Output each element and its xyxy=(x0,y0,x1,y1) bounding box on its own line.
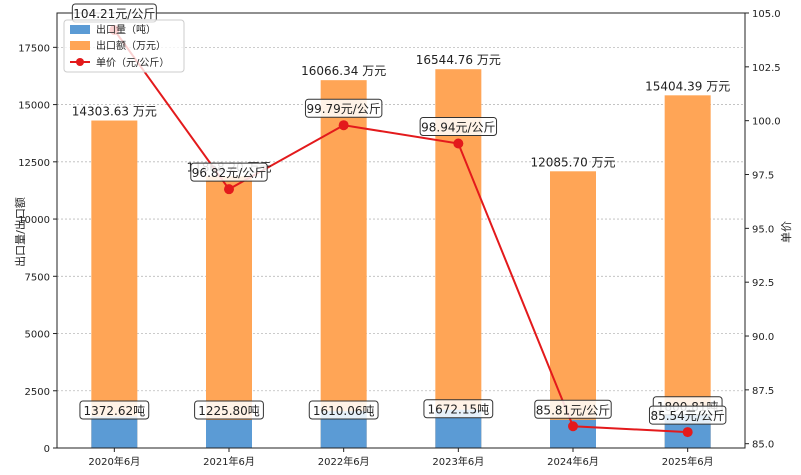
legend-swatch-quantity xyxy=(70,25,90,34)
label-price-4: 85.81元/公斤 xyxy=(534,399,612,419)
bar-export-amount-0 xyxy=(91,120,138,448)
label-export-amount-0: 14303.63 万元 xyxy=(72,105,157,119)
y-tick-label-left-4: 10000 xyxy=(18,215,50,226)
label-price-4-text: 85.81元/公斤 xyxy=(536,403,610,417)
y-tick-label-right-0: 85.0 xyxy=(752,440,774,451)
legend-label-amount: 出口额（万元） xyxy=(96,39,166,52)
y-tick-label-right-1: 87.5 xyxy=(752,386,774,397)
price-series-line xyxy=(113,29,688,434)
label-export-quantity-1: 1225.80吨 xyxy=(194,400,264,420)
label-price-1-box xyxy=(190,162,268,182)
y-tick-label-right-3: 92.5 xyxy=(752,278,774,289)
legend-swatch-price-marker xyxy=(76,58,84,66)
label-price-0-text: 104.21元/公斤 xyxy=(73,7,155,21)
x-tick-label-0: 2020年6月 xyxy=(88,455,140,468)
y-tick-label-left-0: 0 xyxy=(44,444,50,455)
label-export-amount-5: 15404.39 万元 xyxy=(645,79,730,93)
x-tick-label-3: 2023年6月 xyxy=(432,455,484,468)
y-tick-label-left-5: 12500 xyxy=(18,158,50,169)
y-axis-label-left: 出口量/出口额 xyxy=(13,197,27,267)
legend-swatch-amount xyxy=(70,41,90,50)
label-export-amount-4: 12085.70 万元 xyxy=(530,155,615,169)
label-price-4-box xyxy=(534,399,612,419)
y-tick-label-left-6: 15000 xyxy=(18,101,50,112)
label-export-quantity-2-text: 1610.06吨 xyxy=(313,404,375,418)
y-tick-label-right-2: 90.0 xyxy=(752,332,774,343)
legend-label-quantity: 出口量（吨） xyxy=(96,23,156,36)
label-export-quantity-2: 1610.06吨 xyxy=(308,400,379,420)
price-point-3 xyxy=(453,138,464,149)
legend-frame xyxy=(63,19,185,73)
price-point-5 xyxy=(682,427,693,438)
label-export-quantity-3-box xyxy=(423,399,494,419)
label-price-2-box xyxy=(304,98,383,118)
x-tick-label-1: 2021年6月 xyxy=(203,455,255,468)
price-point-4 xyxy=(568,421,578,432)
y-tick-label-right-4: 95.0 xyxy=(752,224,774,235)
x-tick-label-5: 2025年6月 xyxy=(662,455,714,468)
label-price-0: 104.21元/公斤 xyxy=(71,3,157,23)
label-price-3-text: 98.94元/公斤 xyxy=(421,121,495,135)
label-export-quantity-0-box xyxy=(79,400,150,420)
legend: 出口量（吨） 出口额（万元） 单价（元/公斤） xyxy=(63,19,185,73)
y-tick-label-right-7: 102.5 xyxy=(752,63,781,74)
label-price-5-text: 85.54元/公斤 xyxy=(650,409,724,423)
bar-export-quantity-0 xyxy=(91,416,138,448)
price-point-2 xyxy=(338,120,349,131)
x-tick-label-2: 2022年6月 xyxy=(318,455,370,468)
bar-export-amount-2 xyxy=(320,80,367,448)
price-point-1 xyxy=(224,184,234,195)
y-tick-label-left-2: 5000 xyxy=(25,330,50,341)
y-axis-label-right: 单价 xyxy=(780,221,793,243)
y-tick-label-right-5: 97.5 xyxy=(752,171,774,182)
label-export-quantity-0: 1372.62吨 xyxy=(79,400,150,420)
label-export-amount-3: 16544.76 万元 xyxy=(416,53,501,67)
label-export-quantity-3: 1672.15吨 xyxy=(423,399,494,419)
label-price-2: 99.79元/公斤 xyxy=(304,98,383,118)
label-price-3-box xyxy=(419,117,498,136)
price-line xyxy=(109,25,693,438)
label-export-quantity-1-text: 1225.80吨 xyxy=(198,404,260,418)
label-export-quantity-0-text: 1372.62吨 xyxy=(84,404,146,418)
bar-export-quantity-1 xyxy=(206,419,252,448)
grid-lines xyxy=(57,46,745,392)
y-tick-label-right-6: 100.0 xyxy=(752,117,781,128)
axes: 0 2500 5000 7500 10000 12500 15000 17500 85.0 87.… xyxy=(18,9,780,468)
label-price-5: 85.54元/公斤 xyxy=(648,405,727,425)
y-tick-label-right-8: 105.0 xyxy=(752,9,781,20)
bar-export-amount-5 xyxy=(664,95,711,448)
label-price-1: 96.82元/公斤 xyxy=(190,162,268,182)
label-price-2-text: 99.79元/公斤 xyxy=(306,102,380,116)
y-tick-label-left-7: 17500 xyxy=(18,43,50,54)
label-price-5-box xyxy=(648,405,727,425)
label-export-quantity-2-box xyxy=(308,400,379,420)
y-tick-label-left-1: 2500 xyxy=(25,387,50,398)
label-price-3: 98.94元/公斤 xyxy=(419,117,498,136)
label-export-quantity-3-text: 1672.15吨 xyxy=(428,403,490,417)
legend-label-price: 单价（元/公斤） xyxy=(96,57,169,69)
label-export-quantity-1-box xyxy=(194,400,264,420)
label-export-amount-2: 16066.34 万元 xyxy=(301,64,386,78)
x-tick-label-4: 2024年6月 xyxy=(547,455,599,468)
label-price-1-text: 96.82元/公斤 xyxy=(192,166,266,180)
plot-frame xyxy=(56,12,746,449)
y-tick-label-left-3: 7500 xyxy=(25,272,50,283)
